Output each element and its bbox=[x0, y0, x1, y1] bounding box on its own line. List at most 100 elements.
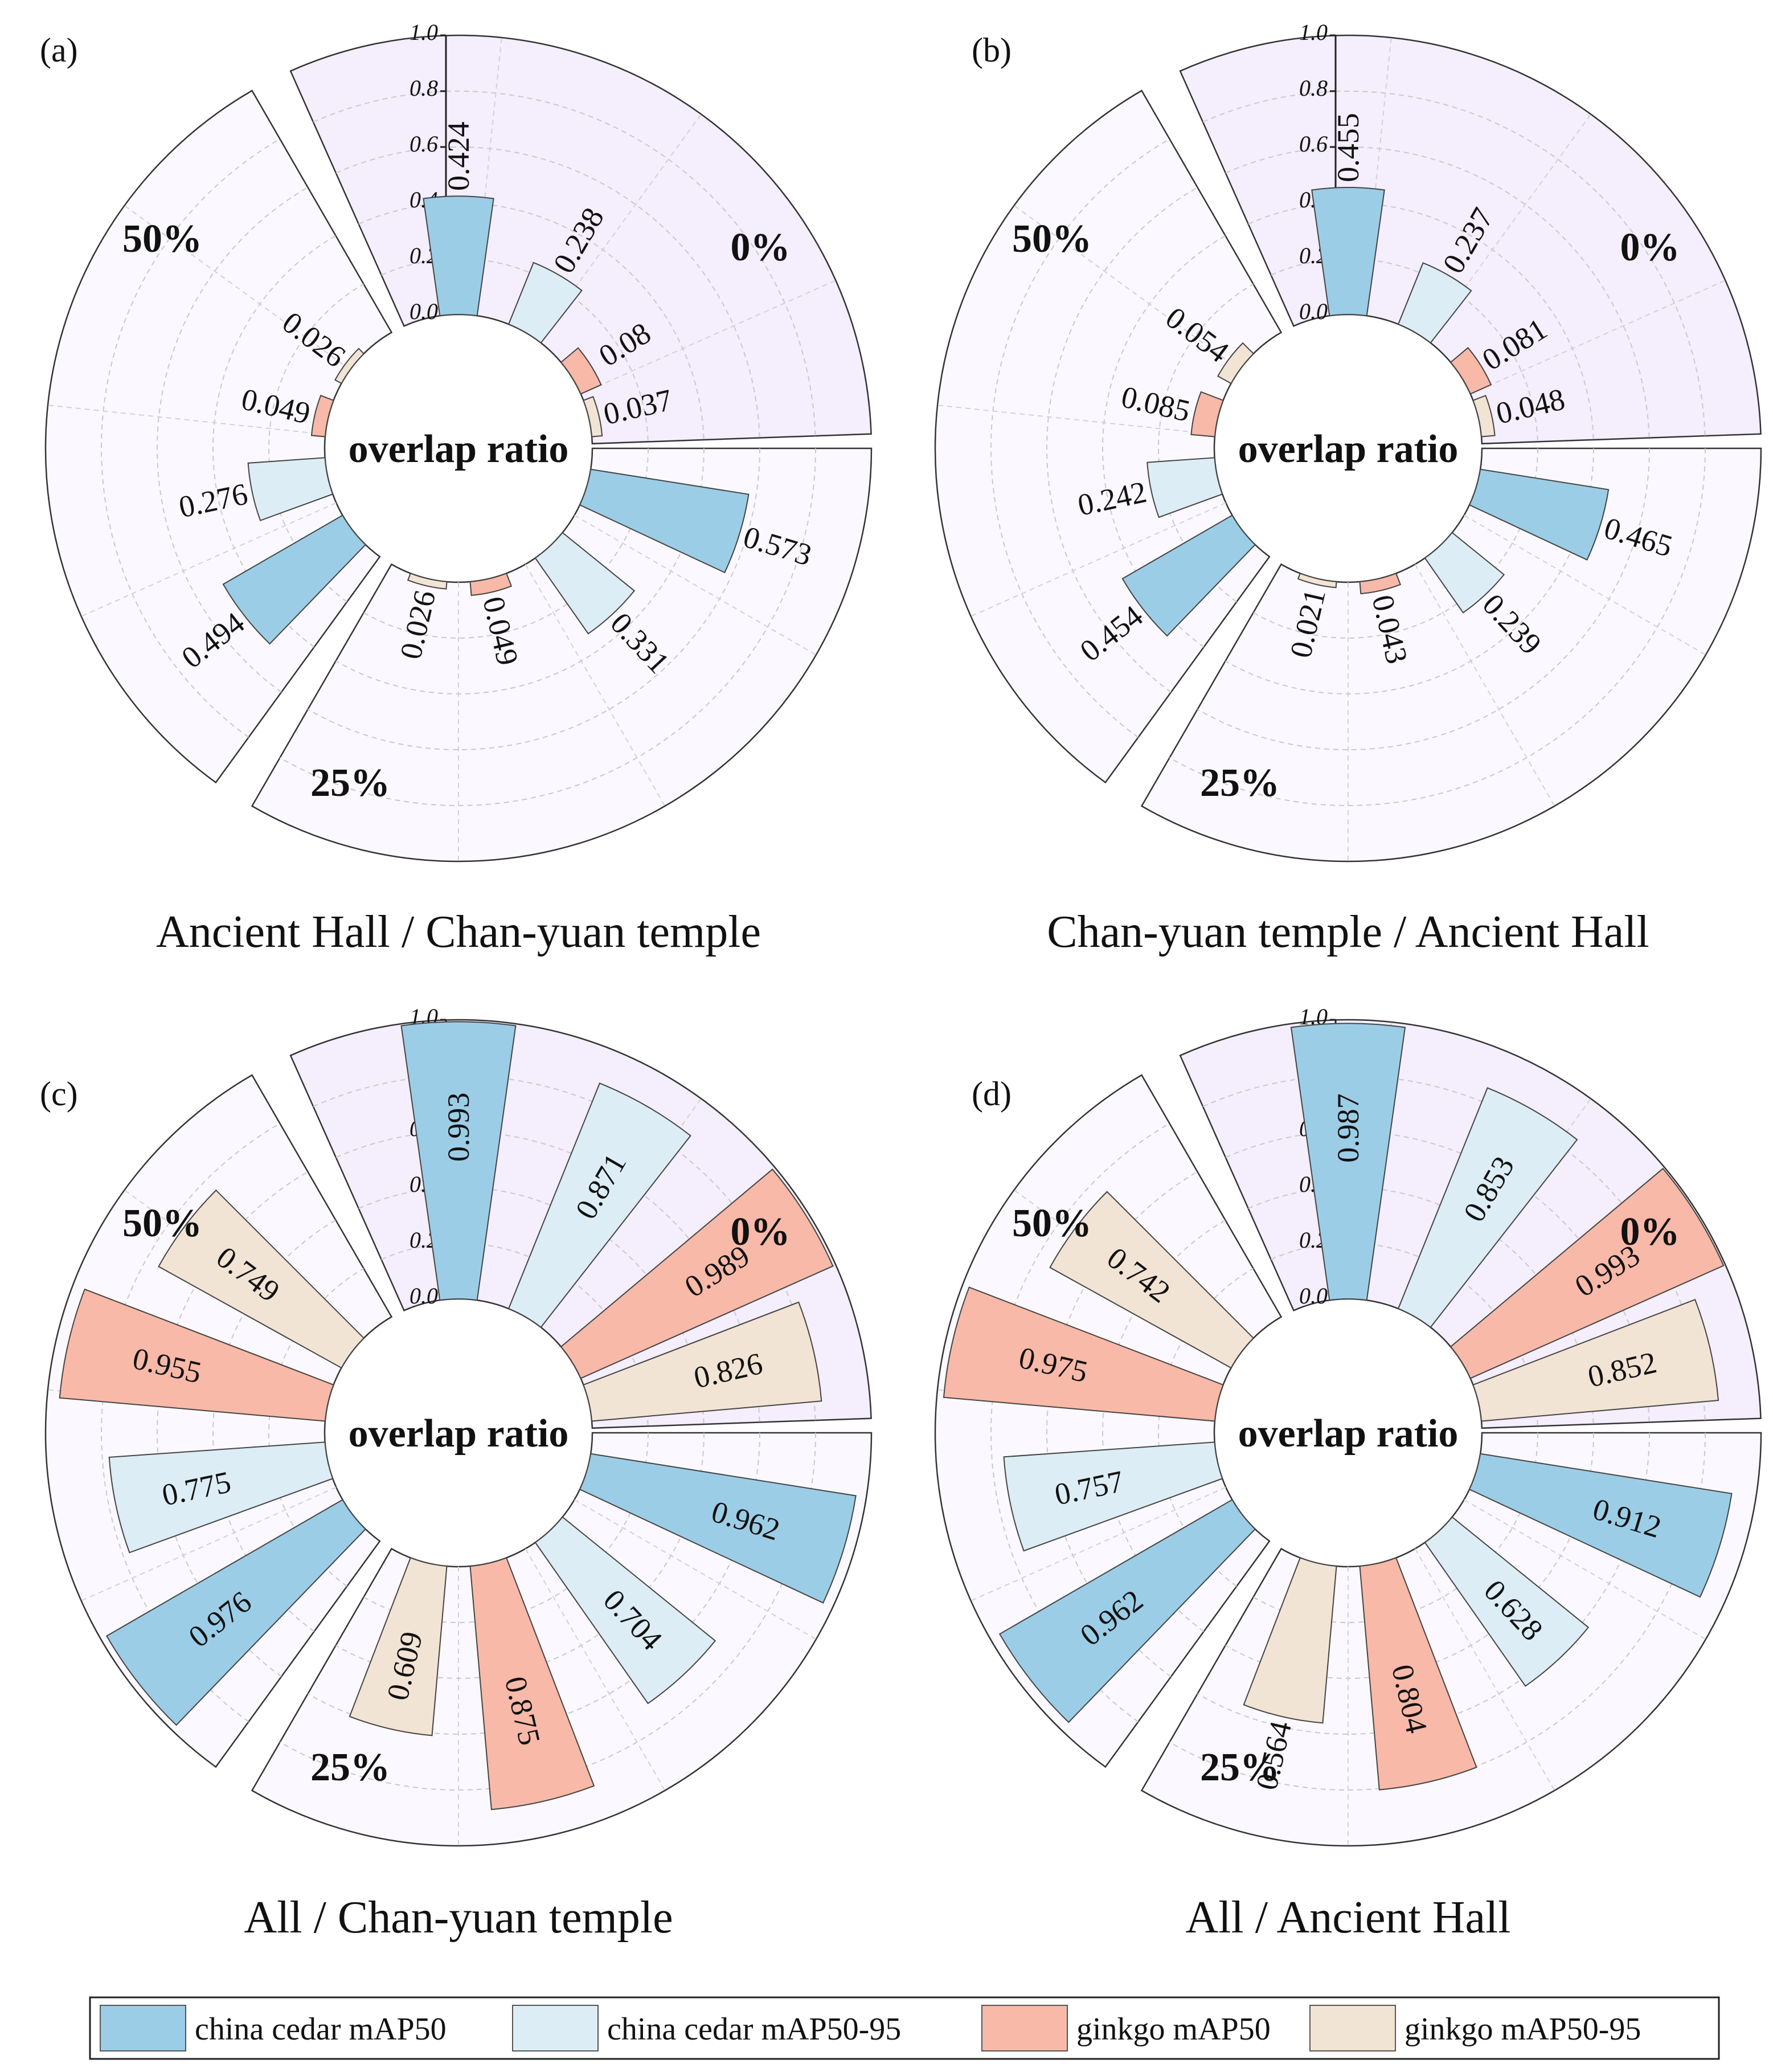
legend-item: china cedar mAP50 bbox=[100, 2005, 447, 2051]
grid-radial bbox=[971, 1486, 1226, 1601]
axis-tick-label: 1.0 bbox=[1299, 19, 1328, 45]
bar-china-cedar-mAP50 bbox=[105, 1499, 367, 1726]
bar-china-cedar-mAP50-95 bbox=[1397, 262, 1472, 344]
bar-china-cedar-mAP50 bbox=[1468, 468, 1610, 561]
sector-label: 25% bbox=[1200, 1746, 1280, 1789]
grid-arc bbox=[1225, 146, 1650, 438]
axis-tick-label: 0.0 bbox=[410, 299, 438, 324]
sector-label: 25% bbox=[310, 1746, 390, 1789]
bar-ginkgo-mAP50-95 bbox=[1472, 1298, 1719, 1422]
sector-label: 50% bbox=[1012, 217, 1092, 261]
sector-label: 25% bbox=[1200, 761, 1280, 805]
polar-chart: 0.00.20.40.60.81.00.5730.3310.0490.0260.… bbox=[44, 19, 873, 863]
polar-chart: 0.00.20.40.60.81.00.4650.2390.0430.0210.… bbox=[934, 19, 1762, 863]
legend-label: ginkgo mAP50 bbox=[1076, 2012, 1271, 2047]
panel-subtitle: Chan-yuan temple / Ancient Hall bbox=[1047, 907, 1649, 957]
bar-ginkgo-mAP50-95 bbox=[407, 573, 448, 590]
bar-china-cedar-mAP50 bbox=[1290, 1023, 1406, 1301]
center-label: overlap ratio bbox=[1238, 427, 1459, 471]
panel-label: (a) bbox=[40, 31, 78, 69]
bar-ginkgo-mAP50 bbox=[560, 347, 602, 395]
bar-ginkgo-mAP50 bbox=[560, 1168, 834, 1379]
legend-swatch bbox=[981, 2005, 1068, 2051]
axis-tick-label: 1.0 bbox=[410, 19, 438, 45]
grid-arc bbox=[1197, 1432, 1650, 1735]
bar-ginkgo-mAP50-95 bbox=[1472, 395, 1496, 438]
panel-label: (c) bbox=[40, 1075, 78, 1113]
bar-ginkgo-mAP50 bbox=[1359, 1557, 1477, 1791]
bar-china-cedar-mAP50-95 bbox=[247, 457, 334, 521]
bar-china-cedar-mAP50-95 bbox=[108, 1441, 334, 1554]
bar-ginkgo-mAP50 bbox=[943, 1286, 1224, 1422]
legend-label: china cedar mAP50-95 bbox=[607, 2012, 901, 2047]
bar-ginkgo-mAP50 bbox=[59, 1288, 334, 1422]
legend-swatch bbox=[1309, 2005, 1396, 2051]
axis-tick-label: 0.8 bbox=[410, 75, 438, 101]
sector-label: 0% bbox=[731, 1210, 791, 1254]
bar-china-cedar-mAP50-95 bbox=[1003, 1441, 1223, 1552]
bar-ginkgo-mAP50 bbox=[1190, 391, 1224, 438]
polar-chart: 0.00.20.40.60.81.00.9120.6280.8040.5640.… bbox=[934, 1004, 1762, 1847]
legend-frame bbox=[89, 1996, 1720, 2060]
bar-china-cedar-mAP50 bbox=[1121, 514, 1256, 637]
panel-subtitle: Ancient Hall / Chan-yuan temple bbox=[156, 907, 761, 957]
bar-ginkgo-mAP50-95 bbox=[583, 1301, 822, 1422]
bar-china-cedar-mAP50-95 bbox=[507, 1082, 691, 1329]
grid-radial bbox=[1470, 280, 1726, 395]
bar-ginkgo-mAP50 bbox=[469, 573, 513, 596]
grid-arc bbox=[101, 138, 281, 738]
bar-ginkgo-mAP50-95 bbox=[1243, 1557, 1337, 1724]
grid-arc bbox=[308, 448, 760, 750]
bar-value-label: 0.424 bbox=[441, 121, 476, 191]
grid-radial bbox=[47, 404, 326, 435]
center-label: overlap ratio bbox=[349, 427, 569, 471]
center-label: overlap ratio bbox=[349, 1412, 569, 1456]
bar-china-cedar-mAP50 bbox=[1468, 1453, 1733, 1598]
bar-value-label: 0.993 bbox=[441, 1093, 476, 1162]
legend-item: ginkgo mAP50-95 bbox=[1309, 2005, 1641, 2051]
grid-arc bbox=[1197, 448, 1650, 750]
sector-label: 50% bbox=[122, 217, 202, 261]
axis-tick-label: 0.6 bbox=[1299, 131, 1328, 157]
bar-ginkgo-mAP50-95 bbox=[158, 1189, 365, 1369]
bar-china-cedar-mAP50 bbox=[1311, 187, 1385, 317]
bar-ginkgo-mAP50-95 bbox=[1217, 342, 1255, 385]
bar-ginkgo-mAP50 bbox=[469, 1557, 595, 1811]
sector-label: 50% bbox=[1012, 1201, 1092, 1245]
panel-a: (a) 0.00.20.40.60.81.00.5730.3310.0490.0… bbox=[40, 19, 873, 957]
grid-arc bbox=[157, 187, 309, 693]
sector-label: 0% bbox=[1620, 226, 1680, 269]
bar-ginkgo-mAP50-95 bbox=[349, 1557, 448, 1736]
sector-label: 50% bbox=[122, 1201, 202, 1245]
bar-china-cedar-mAP50-95 bbox=[1146, 457, 1223, 518]
legend-item: china cedar mAP50-95 bbox=[512, 2005, 901, 2051]
bar-ginkgo-mAP50 bbox=[310, 394, 334, 438]
bar-china-cedar-mAP50-95 bbox=[1397, 1087, 1578, 1329]
bar-china-cedar-mAP50-95 bbox=[1424, 1516, 1590, 1687]
bar-china-cedar-mAP50 bbox=[579, 1453, 857, 1604]
grid-radial bbox=[574, 1499, 817, 1640]
grid-arc bbox=[335, 146, 760, 438]
grid-radial bbox=[580, 280, 836, 395]
polar-chart: 0.00.20.40.60.81.00.9620.7040.8750.6090.… bbox=[44, 1004, 873, 1847]
panel-label: (b) bbox=[972, 31, 1012, 69]
axis-tick-label: 0.8 bbox=[1299, 75, 1328, 101]
grid-radial bbox=[124, 205, 351, 370]
bar-value-label: 0.455 bbox=[1331, 113, 1365, 182]
bar-china-cedar-mAP50-95 bbox=[534, 1516, 716, 1705]
grid-arc bbox=[990, 138, 1170, 738]
bar-china-cedar-mAP50-95 bbox=[1424, 532, 1505, 614]
panel-subtitle: All / Chan-yuan temple bbox=[244, 1893, 673, 1943]
panel-d: (d) 0.00.20.40.60.81.00.9120.6280.8040.5… bbox=[934, 1004, 1762, 1943]
bar-china-cedar-mAP50 bbox=[222, 514, 367, 645]
bar-ginkgo-mAP50 bbox=[1449, 1167, 1725, 1379]
axis-tick-label: 0.0 bbox=[1299, 1283, 1328, 1309]
axis-tick-label: 0.6 bbox=[410, 131, 438, 157]
grid-arc bbox=[1202, 91, 1706, 436]
bar-china-cedar-mAP50 bbox=[998, 1499, 1256, 1723]
bar-ginkgo-mAP50-95 bbox=[1297, 573, 1337, 589]
bar-china-cedar-mAP50-95 bbox=[507, 261, 583, 344]
sector-label: 0% bbox=[1620, 1210, 1680, 1254]
legend: china cedar mAP50 china cedar mAP50-95 g… bbox=[89, 1996, 1720, 2060]
